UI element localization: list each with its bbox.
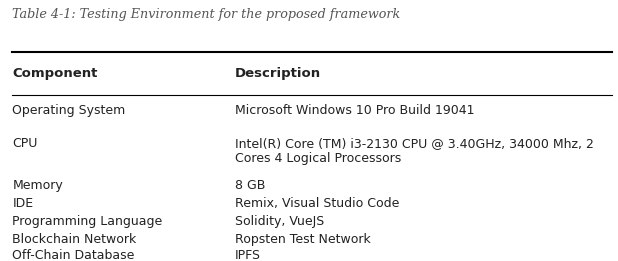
Text: Solidity, VueJS: Solidity, VueJS bbox=[235, 215, 324, 228]
Text: Description: Description bbox=[235, 67, 321, 80]
Text: Programming Language: Programming Language bbox=[12, 215, 163, 228]
Text: CPU: CPU bbox=[12, 137, 38, 150]
Text: Ropsten Test Network: Ropsten Test Network bbox=[235, 233, 371, 246]
Text: Component: Component bbox=[12, 67, 98, 80]
Text: IDE: IDE bbox=[12, 197, 33, 210]
Text: Intel(R) Core (TM) i3-2130 CPU @ 3.40GHz, 34000 Mhz, 2
Cores 4 Logical Processor: Intel(R) Core (TM) i3-2130 CPU @ 3.40GHz… bbox=[235, 137, 594, 165]
Text: 8 GB: 8 GB bbox=[235, 179, 265, 192]
Text: Microsoft Windows 10 Pro Build 19041: Microsoft Windows 10 Pro Build 19041 bbox=[235, 104, 475, 117]
Text: Remix, Visual Studio Code: Remix, Visual Studio Code bbox=[235, 197, 399, 210]
Text: Memory: Memory bbox=[12, 179, 63, 192]
Text: Off-Chain Database: Off-Chain Database bbox=[12, 249, 135, 261]
Text: Blockchain Network: Blockchain Network bbox=[12, 233, 137, 246]
Text: Operating System: Operating System bbox=[12, 104, 125, 117]
Text: Table 4-1: Testing Environment for the proposed framework: Table 4-1: Testing Environment for the p… bbox=[12, 8, 400, 21]
Text: IPFS: IPFS bbox=[235, 249, 261, 261]
